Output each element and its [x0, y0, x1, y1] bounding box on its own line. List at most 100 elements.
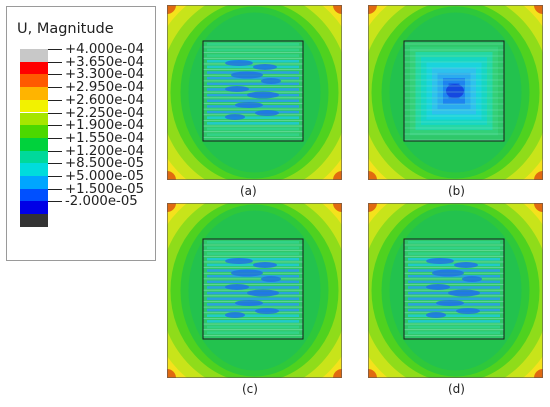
legend-label: +3.650e-04 — [65, 54, 145, 70]
legend-label: +3.300e-04 — [65, 67, 145, 83]
stripe — [408, 280, 500, 284]
contour-band — [225, 258, 253, 264]
contour-band — [225, 114, 245, 120]
legend-label: -2.000e-05 — [65, 194, 138, 210]
legend-tick — [48, 99, 62, 101]
legend-swatch — [20, 125, 48, 138]
stripe — [408, 246, 500, 250]
legend-swatch — [20, 176, 48, 189]
contour-band — [225, 312, 245, 318]
stripe — [207, 280, 299, 284]
legend-tick — [48, 150, 62, 152]
legend-tick — [48, 201, 62, 203]
contour-band — [436, 300, 464, 306]
legend-label: +8.500e-05 — [65, 156, 145, 172]
contour-legend: U, Magnitude +4.000e-04 +3.650e-04 +3.300e… — [6, 6, 156, 261]
stripe — [207, 257, 299, 261]
legend-tick — [48, 74, 62, 76]
legend-swatch — [20, 137, 48, 151]
contour-band — [426, 312, 446, 318]
stripe — [408, 286, 500, 289]
legend-tick — [48, 176, 62, 177]
contour-band — [534, 369, 543, 378]
contour-band — [255, 308, 279, 314]
contour-band — [231, 269, 263, 277]
contour-band — [368, 203, 377, 212]
inclusion-region — [403, 40, 505, 142]
legend-tick — [48, 112, 62, 114]
panel-frame — [167, 203, 342, 378]
contour-band — [534, 171, 543, 180]
legend-tick — [48, 163, 62, 165]
inclusion-outline — [403, 238, 505, 340]
contour-band — [432, 269, 464, 277]
legend-swatch — [20, 74, 48, 88]
contour-plot — [167, 5, 342, 180]
contour-band — [167, 369, 176, 378]
contour-band — [167, 5, 176, 14]
contour-panel-d — [368, 203, 543, 378]
legend-tick — [48, 49, 62, 50]
panel-frame — [167, 5, 342, 180]
legend-swatch — [20, 150, 48, 164]
contour-band — [534, 5, 543, 14]
legend-swatch — [20, 214, 48, 227]
stripe — [408, 314, 500, 318]
panel-frame — [368, 203, 543, 378]
contour-band — [426, 258, 454, 264]
legend-label: +2.950e-04 — [65, 80, 145, 96]
stripe — [207, 43, 299, 46]
stripe — [408, 252, 500, 255]
legend-label: +4.000e-04 — [65, 42, 145, 57]
contour-band — [225, 60, 253, 66]
legend-title: U, Magnitude — [17, 21, 114, 37]
inclusion-outline — [202, 238, 304, 340]
stripe — [207, 59, 299, 63]
contour-band — [368, 369, 377, 378]
contour-plot — [368, 5, 543, 180]
stripe — [207, 308, 299, 312]
contour-panel-c — [167, 203, 342, 378]
legend-swatch — [20, 61, 48, 75]
stripe — [207, 320, 299, 323]
legend-label: +2.600e-04 — [65, 92, 145, 108]
contour-band — [225, 284, 249, 290]
contour-band — [454, 262, 478, 268]
legend-swatch — [20, 163, 48, 176]
contour-band — [333, 369, 342, 378]
stripe — [207, 127, 299, 131]
contour-band — [333, 171, 342, 180]
contour-band — [235, 300, 263, 306]
contour-band — [261, 276, 281, 282]
legend-label: +1.500e-05 — [65, 181, 145, 197]
contour-band — [333, 203, 342, 212]
contour-band — [253, 262, 277, 268]
stripe — [207, 325, 299, 329]
caption-a: (a) — [240, 184, 257, 198]
stripe — [207, 286, 299, 289]
contour-band — [426, 284, 450, 290]
legend-tick — [48, 188, 62, 190]
stripe — [408, 325, 500, 329]
caption-b: (b) — [448, 184, 465, 198]
stripe — [207, 314, 299, 318]
panel-frame — [368, 5, 543, 180]
legend-swatch — [20, 201, 48, 215]
legend-swatch — [20, 188, 48, 202]
contour-band — [368, 171, 377, 180]
legend-label: +1.200e-04 — [65, 143, 145, 159]
legend-label: +5.000e-05 — [65, 169, 145, 184]
legend-label: +1.900e-04 — [65, 118, 145, 134]
legend-label: +1.550e-04 — [65, 130, 145, 146]
stripe — [408, 320, 500, 323]
contour-band — [446, 84, 464, 98]
contour-band — [235, 102, 263, 108]
legend-tick — [48, 61, 62, 63]
stripe — [408, 331, 500, 334]
stripe — [207, 99, 299, 103]
legend-label: +2.250e-04 — [65, 105, 145, 121]
inclusion-region — [403, 238, 505, 340]
contour-plot — [167, 203, 342, 378]
contour-band — [462, 276, 482, 282]
